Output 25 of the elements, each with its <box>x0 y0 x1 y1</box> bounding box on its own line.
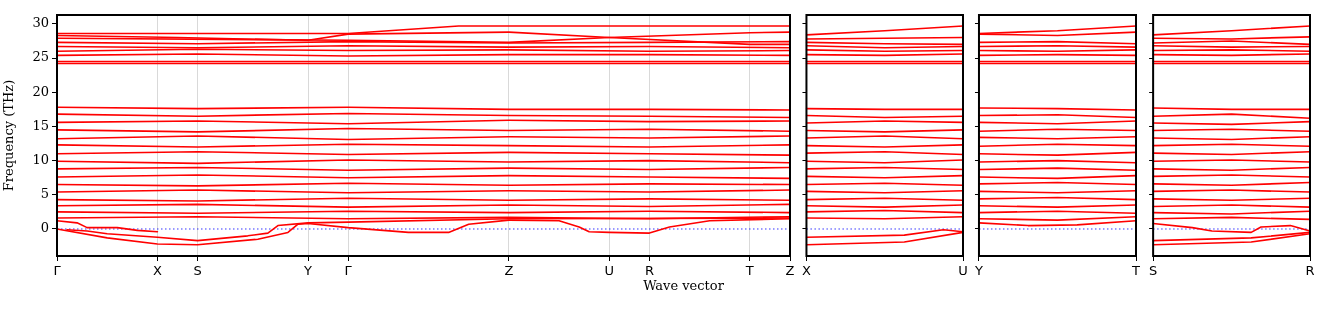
x-tick-label: Y <box>973 263 983 279</box>
x-tick-label: X <box>152 263 162 279</box>
x-tick-label: R <box>644 263 654 279</box>
x-tick-label: U <box>604 263 615 279</box>
x-tick-label: U <box>958 263 968 279</box>
x-tick-label: T <box>1131 263 1141 279</box>
y-tick-label: 15 <box>32 117 49 133</box>
x-tick-label: X <box>802 263 811 279</box>
y-axis-title: Frequency (THz) <box>1 79 17 192</box>
y-tick-label: 20 <box>32 83 49 99</box>
x-tick-label: Z <box>785 263 795 279</box>
y-tick-label: 5 <box>40 186 49 202</box>
x-axis-title: Wave vector <box>643 278 724 293</box>
x-tick-label: R <box>1305 263 1315 279</box>
x-tick-label: S <box>193 263 202 279</box>
y-tick-label: 30 <box>32 15 49 31</box>
x-tick-label: Z <box>504 263 514 279</box>
x-tick-label: Y <box>303 263 313 279</box>
y-tick-label: 25 <box>32 49 49 65</box>
x-tick-label: T <box>744 263 754 279</box>
x-tick-label: S <box>1148 263 1158 279</box>
x-tick-label: Γ <box>53 263 62 279</box>
y-tick-label: 0 <box>40 220 49 236</box>
y-tick-label: 10 <box>32 152 49 167</box>
x-tick-label: Γ <box>344 263 353 279</box>
